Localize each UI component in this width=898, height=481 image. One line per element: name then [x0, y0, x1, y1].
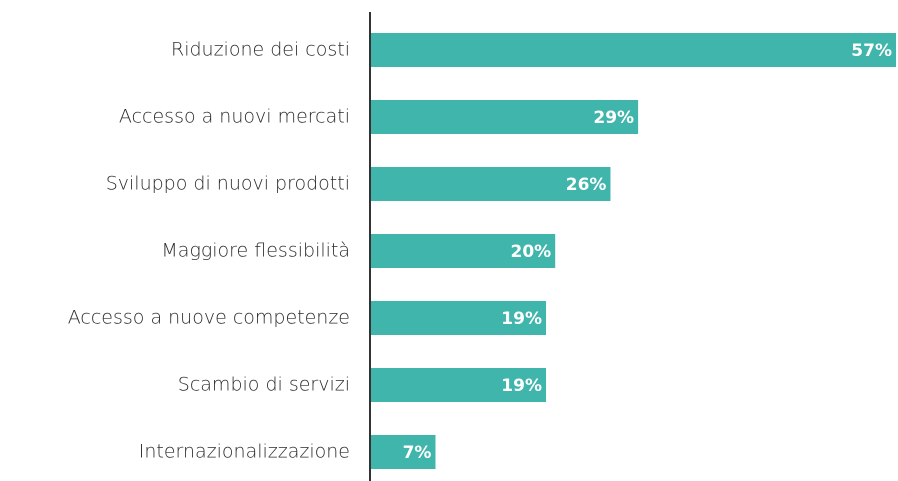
value-label: 7%	[403, 443, 432, 463]
bar	[371, 435, 436, 469]
category-label: Accesso a nuove competenze	[68, 307, 350, 329]
category-label: Sviluppo di nuovi prodotti	[106, 173, 350, 195]
category-label: Internazionalizzazione	[139, 441, 350, 463]
value-label: 26%	[566, 175, 607, 195]
value-label: 57%	[851, 41, 892, 61]
category-label: Riduzione dei costi	[171, 39, 350, 61]
bar	[371, 368, 546, 402]
category-label: Maggiore flessibilità	[161, 240, 350, 262]
value-label: 19%	[501, 376, 542, 396]
bar	[371, 33, 896, 67]
value-label: 20%	[511, 242, 552, 262]
bar	[371, 234, 556, 268]
value-label: 29%	[593, 108, 634, 128]
bar	[371, 167, 611, 201]
category-label: Scambio di servizi	[178, 374, 350, 396]
bar	[371, 301, 546, 335]
value-label: 19%	[501, 309, 542, 329]
category-label: Accesso a nuovi mercati	[119, 106, 350, 128]
bar	[371, 100, 639, 134]
